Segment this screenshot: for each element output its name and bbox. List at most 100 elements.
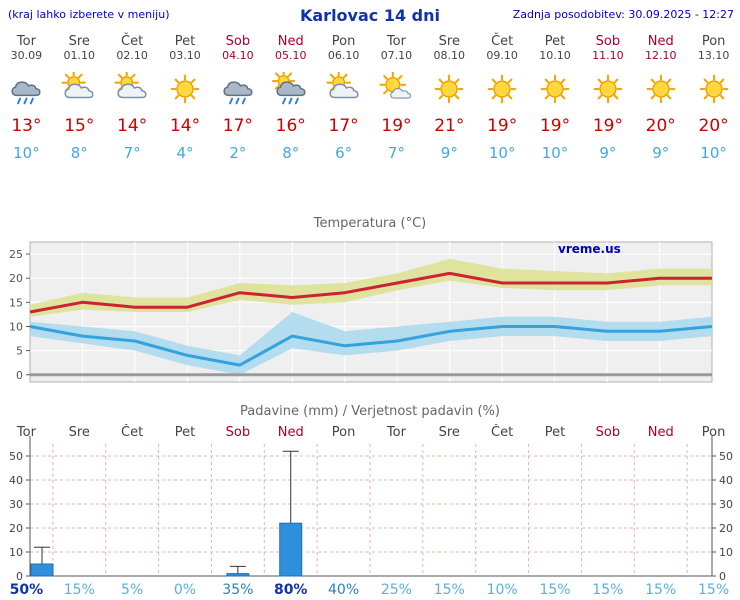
forecast-day-01.10: Sre 01.10 15° 8° bbox=[53, 30, 106, 163]
day-low-temp: 2° bbox=[229, 144, 247, 162]
day-date: 02.10 bbox=[116, 49, 148, 62]
day-high-temp: 21° bbox=[434, 116, 465, 136]
day-name: Tor bbox=[16, 34, 36, 49]
day-date: 07.10 bbox=[380, 49, 413, 62]
forecast-day-02.10: Čet 02.10 14° 7° bbox=[106, 30, 159, 163]
day-high-temp: 17° bbox=[328, 116, 359, 136]
day-date: 09.10 bbox=[486, 49, 518, 62]
partly-cloudy-icon bbox=[106, 70, 159, 112]
mostly-sunny-icon bbox=[370, 71, 423, 112]
svg-text:80%: 80% bbox=[274, 582, 308, 598]
svg-text:15: 15 bbox=[9, 296, 23, 309]
svg-text:25: 25 bbox=[9, 248, 23, 261]
forecast-day-06.10: Pon 06.10 17° 6° bbox=[317, 30, 370, 163]
day-date: 30.09 bbox=[10, 49, 43, 62]
forecast-day-04.10: Sob 04.10 17° 2° bbox=[211, 30, 264, 163]
forecast-day-12.10: Ned 12.10 20° 9° bbox=[634, 30, 687, 163]
svg-text:Tor: Tor bbox=[386, 425, 407, 440]
svg-text:15%: 15% bbox=[592, 582, 623, 598]
day-name: Čet bbox=[491, 34, 514, 49]
day-high-temp: 16° bbox=[275, 116, 306, 136]
svg-text:20: 20 bbox=[719, 522, 733, 535]
svg-text:20: 20 bbox=[9, 272, 23, 285]
svg-text:35%: 35% bbox=[222, 582, 253, 598]
svg-text:vreme.us: vreme.us bbox=[558, 242, 621, 256]
svg-text:Sre: Sre bbox=[439, 425, 460, 440]
day-low-temp: 9° bbox=[440, 144, 458, 162]
forecast-day-07.10: Tor 07.10 19° 7° bbox=[370, 30, 423, 163]
day-high-temp: 20° bbox=[698, 116, 729, 136]
day-high-temp: 14° bbox=[117, 116, 148, 136]
svg-text:10: 10 bbox=[719, 546, 733, 559]
day-date: 06.10 bbox=[327, 49, 360, 62]
forecast-day-09.10: Čet 09.10 19° 10° bbox=[476, 30, 529, 163]
day-date: 11.10 bbox=[592, 49, 624, 62]
day-name: Pon bbox=[701, 34, 726, 49]
svg-text:0: 0 bbox=[16, 570, 23, 583]
last-updated: Zadnja posodobitev: 30.09.2025 - 12:27 bbox=[512, 8, 734, 21]
rain-icon bbox=[0, 72, 53, 112]
day-name: Pon bbox=[331, 34, 356, 49]
day-high-temp: 15° bbox=[64, 116, 95, 136]
svg-text:0: 0 bbox=[719, 570, 726, 583]
svg-text:15%: 15% bbox=[539, 582, 570, 598]
svg-text:40%: 40% bbox=[328, 582, 359, 598]
svg-text:50: 50 bbox=[9, 450, 23, 463]
day-low-temp: 10° bbox=[700, 144, 727, 162]
sunny-icon bbox=[423, 72, 476, 112]
day-name: Sob bbox=[225, 34, 251, 49]
sunny-icon bbox=[687, 72, 740, 112]
day-date: 10.10 bbox=[539, 49, 571, 62]
day-date: 12.10 bbox=[644, 49, 677, 62]
svg-text:Čet: Čet bbox=[121, 424, 143, 440]
svg-text:Pon: Pon bbox=[702, 425, 726, 440]
day-name: Čet bbox=[121, 34, 144, 49]
day-name: Ned bbox=[277, 34, 304, 49]
svg-text:50: 50 bbox=[719, 450, 733, 463]
forecast-day-08.10: Sre 08.10 21° 9° bbox=[423, 30, 476, 163]
svg-text:30: 30 bbox=[719, 498, 733, 511]
day-low-temp: 8° bbox=[70, 144, 88, 162]
sunny-icon bbox=[476, 72, 529, 112]
svg-text:Ned: Ned bbox=[278, 425, 304, 440]
forecast-day-11.10: Sob 11.10 19° 9° bbox=[581, 30, 634, 163]
temperature-chart: 0 5 10 15 20 25 vreme.us bbox=[9, 241, 713, 383]
day-high-temp: 19° bbox=[539, 116, 571, 136]
day-low-temp: 6° bbox=[335, 144, 353, 162]
svg-text:Pet: Pet bbox=[175, 425, 195, 440]
svg-text:25%: 25% bbox=[381, 582, 412, 598]
svg-text:50%: 50% bbox=[10, 582, 44, 598]
day-name: Sob bbox=[595, 34, 621, 49]
day-date: 03.10 bbox=[169, 49, 201, 62]
day-low-temp: 7° bbox=[123, 144, 141, 162]
day-high-temp: 13° bbox=[11, 116, 42, 136]
svg-text:10: 10 bbox=[9, 320, 23, 333]
day-date: 08.10 bbox=[433, 49, 466, 62]
svg-text:40: 40 bbox=[719, 474, 733, 487]
svg-text:20: 20 bbox=[9, 522, 23, 535]
sunny-icon bbox=[529, 72, 582, 112]
sunny-icon bbox=[581, 72, 634, 112]
svg-text:15%: 15% bbox=[434, 582, 465, 598]
day-name: Ned bbox=[647, 34, 674, 49]
day-low-temp: 10° bbox=[488, 144, 516, 162]
menu-hint: (kraj lahko izberete v meniju) bbox=[8, 8, 170, 21]
svg-text:15%: 15% bbox=[698, 582, 729, 598]
precipitation-chart: 0 0 10 10 20 20 30 30 40 40 50 50 Tor Sre Čet Pet Sob Ned… bbox=[9, 424, 733, 598]
day-low-temp: 10° bbox=[13, 144, 40, 162]
svg-text:Čet: Čet bbox=[491, 424, 513, 440]
svg-text:5: 5 bbox=[16, 345, 23, 358]
day-high-temp: 19° bbox=[592, 116, 623, 136]
day-low-temp: 7° bbox=[387, 144, 405, 162]
sunny-icon bbox=[159, 72, 212, 112]
day-low-temp: 8° bbox=[282, 144, 300, 162]
day-date: 13.10 bbox=[697, 49, 730, 62]
partly-cloudy-icon bbox=[317, 70, 370, 112]
day-low-temp: 4° bbox=[176, 144, 194, 162]
day-high-temp: 19° bbox=[487, 116, 518, 136]
day-name: Pet bbox=[174, 34, 196, 49]
forecast-day-10.10: Pet 10.10 19° 10° bbox=[529, 30, 582, 163]
sunny-icon bbox=[634, 72, 687, 112]
day-high-temp: 20° bbox=[645, 116, 676, 136]
day-name: Pet bbox=[544, 34, 566, 49]
